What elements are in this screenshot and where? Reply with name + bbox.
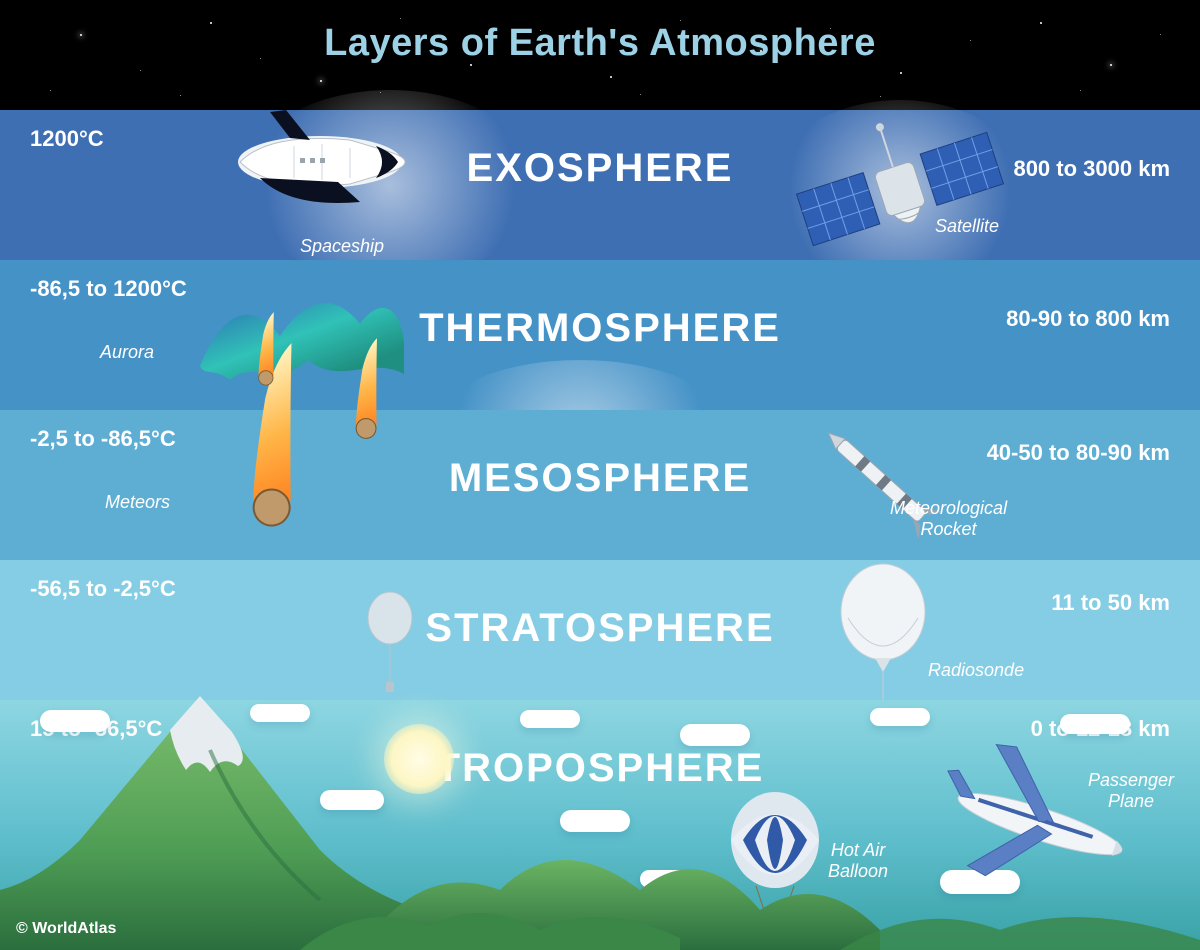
layer-mesosphere: -2,5 to -86,5°C 40-50 to 80-90 km MESOSP… — [0, 410, 1200, 560]
thermosphere-altitude: 80-90 to 800 km — [1006, 306, 1170, 332]
satellite-icon — [790, 104, 1010, 274]
radiosonde-caption: Radiosonde — [928, 660, 1024, 681]
infographic-canvas: Layers of Earth's Atmosphere 1200°C 800 … — [0, 0, 1200, 950]
exosphere-name: EXOSPHERE — [467, 146, 734, 191]
thermosphere-name: THERMOSPHERE — [419, 306, 781, 351]
credit-text: © WorldAtlas — [16, 920, 116, 938]
stratosphere-name: STRATOSPHERE — [425, 606, 774, 651]
spaceship-caption: Spaceship — [300, 236, 384, 257]
layer-troposphere: 15 to -56,5°C 0 to 12-18 km TROPOSPHERE … — [0, 700, 1200, 950]
aurora-caption: Aurora — [100, 342, 154, 363]
mesosphere-altitude: 40-50 to 80-90 km — [987, 440, 1170, 466]
met-rocket-icon — [800, 404, 970, 564]
mesosphere-temperature: -2,5 to -86,5°C — [30, 426, 176, 452]
satellite-caption: Satellite — [935, 216, 999, 237]
balloon-small-icon — [360, 590, 420, 700]
mesosphere-name: MESOSPHERE — [449, 456, 751, 501]
exosphere-altitude: 800 to 3000 km — [1013, 156, 1170, 182]
met-rocket-caption: MeteorologicalRocket — [890, 498, 1007, 539]
mountains — [0, 690, 1200, 950]
page-title: Layers of Earth's Atmosphere — [0, 22, 1200, 65]
thermosphere-temperature: -86,5 to 1200°C — [30, 276, 187, 302]
stratosphere-temperature: -56,5 to -2,5°C — [30, 576, 176, 602]
meteors-icon — [180, 370, 480, 590]
exosphere-temperature: 1200°C — [30, 126, 104, 152]
layer-stratosphere: -56,5 to -2,5°C 11 to 50 km STRATOSPHERE… — [0, 560, 1200, 700]
layer-exosphere: 1200°C 800 to 3000 km EXOSPHERE Spaceshi… — [0, 110, 1200, 260]
meteors-caption: Meteors — [105, 492, 170, 513]
stratosphere-altitude: 11 to 50 km — [1051, 590, 1170, 616]
